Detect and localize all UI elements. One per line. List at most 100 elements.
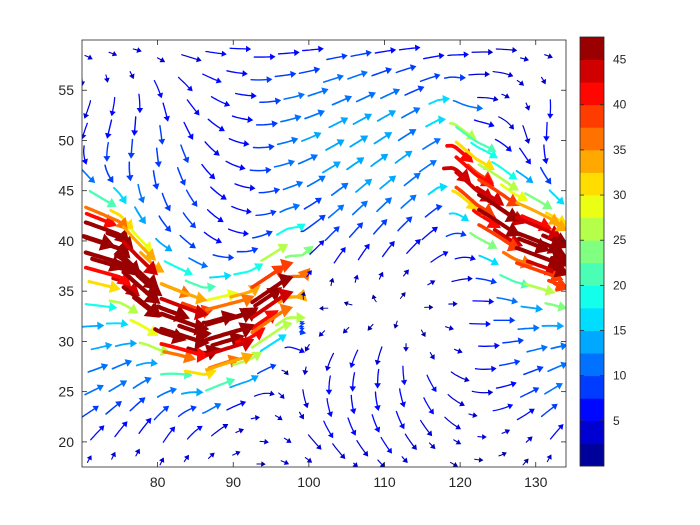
arrowhead (332, 161, 341, 169)
arrowhead (238, 322, 255, 339)
arrowhead (124, 359, 133, 367)
arrowhead (303, 402, 309, 409)
x-tick-label: 130 (524, 474, 548, 490)
arrowhead (221, 50, 227, 57)
y-tick-label: 50 (58, 132, 74, 148)
arrowhead (493, 95, 499, 102)
arrowhead (540, 78, 547, 85)
arrowhead (556, 196, 565, 205)
arrowhead (384, 197, 392, 205)
arrowhead (557, 321, 565, 331)
arrowhead (380, 153, 389, 162)
arrowhead (110, 451, 116, 458)
arrowhead (478, 457, 484, 463)
arrowhead (194, 332, 210, 350)
colorbar-segment (580, 149, 604, 173)
arrowhead (509, 316, 516, 324)
arrowhead (490, 277, 497, 285)
arrowhead (318, 331, 324, 337)
arrowhead (146, 325, 159, 336)
x-axis: 80 90 100 110 120 130 (150, 40, 548, 490)
arrowhead (143, 248, 157, 261)
arrowhead (560, 342, 566, 351)
arrowhead (541, 344, 548, 352)
arrowhead (388, 110, 397, 118)
colorbar-tick-label: 5 (613, 414, 620, 428)
arrowhead (270, 209, 277, 217)
arrowhead (217, 216, 224, 223)
streamline (250, 322, 291, 349)
arrowhead (488, 48, 494, 56)
arrowhead (508, 123, 514, 130)
arrowhead (195, 291, 208, 305)
y-axis: 20 25 30 35 40 45 50 55 (58, 82, 566, 450)
arrowhead (341, 53, 348, 60)
arrowhead (374, 359, 381, 366)
y-tick-label: 40 (58, 233, 74, 249)
arrowhead (512, 47, 518, 53)
arrowhead (119, 380, 128, 388)
arrowhead (143, 287, 161, 304)
arrowhead (463, 51, 469, 58)
arrowhead (325, 389, 333, 395)
arrowhead (507, 403, 514, 410)
y-tick-label: 25 (58, 384, 74, 400)
arrowhead (501, 451, 507, 457)
arrowhead (429, 304, 434, 310)
arrowhead (557, 424, 564, 430)
arrowhead (544, 177, 552, 185)
arrowhead (145, 417, 152, 425)
colorbar-tick-label: 25 (613, 233, 627, 247)
arrowhead (517, 337, 524, 345)
colorbar-tick-label: 40 (613, 98, 627, 112)
arrowhead (268, 143, 275, 151)
arrowhead (349, 362, 356, 369)
arrowhead (488, 298, 495, 305)
arrowhead (523, 56, 529, 62)
arrowhead (417, 85, 425, 93)
arrowhead (296, 180, 304, 188)
arrowhead (560, 361, 566, 370)
arrowhead (224, 100, 231, 107)
arrowhead (283, 459, 290, 465)
arrowhead (279, 303, 294, 318)
y-tick-label: 45 (58, 183, 74, 199)
arrowhead (504, 429, 511, 435)
arrowhead (287, 159, 295, 167)
arrowhead (190, 405, 197, 412)
arrowhead (553, 261, 566, 278)
arrowhead (547, 53, 553, 59)
arrowhead (213, 149, 220, 156)
arrowhead (378, 271, 384, 278)
arrowhead (352, 462, 358, 467)
arrowhead (409, 194, 417, 202)
arrowhead (179, 179, 186, 186)
x-tick-label: 110 (373, 474, 396, 490)
arrowhead (144, 376, 152, 384)
arrowhead (428, 408, 434, 415)
arrowhead (294, 114, 302, 122)
colorbar-segment (580, 398, 604, 422)
arrowhead (553, 232, 566, 247)
arrowhead (555, 278, 566, 292)
arrowhead (169, 426, 176, 433)
arrowhead (251, 351, 263, 362)
arrowhead (157, 92, 163, 99)
arrowhead (187, 133, 194, 140)
x-tick-label: 100 (297, 474, 321, 490)
streamline (159, 282, 206, 302)
plot-frame (81, 39, 567, 468)
colorbar-segment (580, 127, 604, 151)
colorbar-tick-label: 15 (613, 324, 627, 338)
arrowhead (82, 158, 88, 165)
arrowhead (296, 223, 306, 232)
y-tick-label: 30 (58, 333, 74, 349)
colorbar-segment (580, 240, 604, 264)
arrowhead (408, 129, 417, 136)
arrowhead (152, 183, 160, 190)
arrowhead (310, 154, 318, 162)
arrowhead (482, 434, 487, 440)
arrowhead (403, 269, 409, 275)
colorbar-segment (580, 262, 604, 286)
